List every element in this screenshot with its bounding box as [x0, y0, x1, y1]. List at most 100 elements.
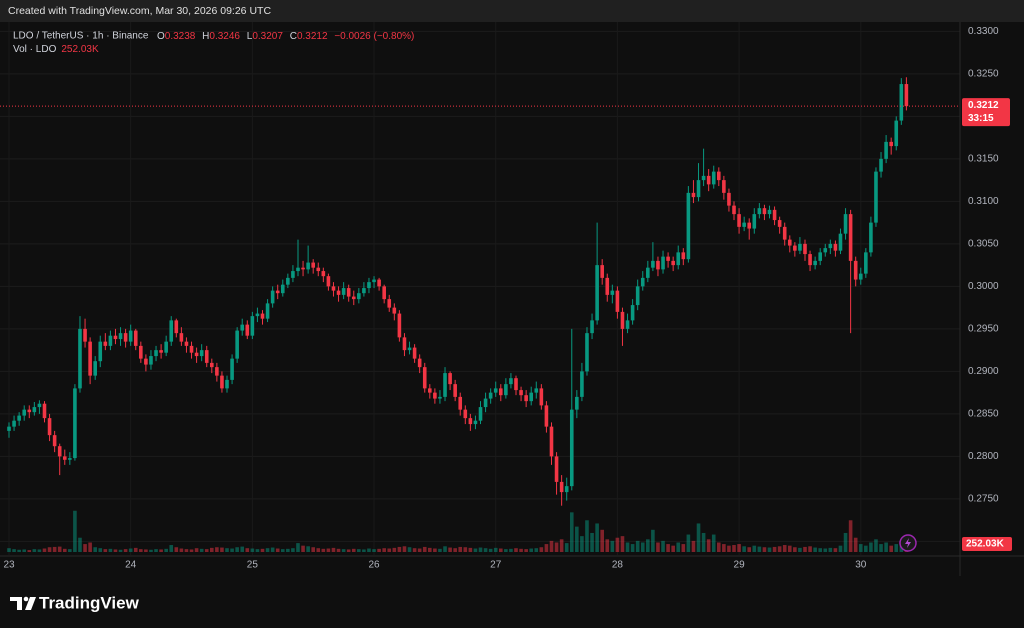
- candle-body: [473, 420, 478, 425]
- candle-body: [595, 265, 599, 321]
- volume-bar: [798, 547, 802, 552]
- candle-body: [600, 265, 604, 278]
- candle-body: [422, 367, 427, 389]
- volume-bar: [686, 534, 691, 552]
- volume-bar: [144, 549, 148, 552]
- candle-body: [818, 252, 822, 261]
- candle-body: [681, 252, 686, 260]
- volume-bar: [68, 549, 72, 552]
- candle-body: [387, 299, 392, 308]
- candle-body: [696, 180, 701, 198]
- volume-bar: [651, 529, 655, 552]
- candle-body: [235, 330, 239, 359]
- volume-bar: [149, 549, 153, 552]
- candle-body: [504, 384, 508, 396]
- candle-body: [889, 141, 893, 147]
- candle-body: [717, 171, 721, 181]
- volume-bar: [169, 545, 174, 552]
- candle-body: [448, 373, 452, 385]
- ohlc-value: 0.3212: [297, 31, 328, 42]
- volume-bar: [139, 549, 143, 552]
- volume-bar: [630, 544, 635, 552]
- candle-body: [620, 311, 625, 329]
- volume-bar: [270, 547, 275, 552]
- candle-body: [154, 350, 158, 357]
- candle-body: [311, 262, 315, 268]
- volume-bar: [57, 546, 62, 552]
- candle-body: [458, 396, 463, 410]
- candle-body: [904, 84, 909, 107]
- volume-bar: [357, 549, 361, 552]
- volume-bar: [204, 549, 209, 552]
- scroll-button[interactable]: [899, 534, 917, 552]
- volume-bar: [301, 545, 305, 552]
- volume-bar: [534, 548, 539, 552]
- candle-body: [78, 328, 82, 389]
- candle-body: [326, 276, 331, 287]
- candle-body: [722, 180, 726, 193]
- candle-body: [864, 252, 868, 274]
- volume-bar: [711, 534, 716, 552]
- candle-body: [275, 290, 280, 294]
- candle-body: [250, 316, 255, 336]
- volume-bar: [610, 540, 615, 552]
- volume-bar: [47, 547, 52, 552]
- candle-body: [346, 288, 351, 297]
- x-tick-label: 25: [247, 560, 259, 571]
- candle-body: [580, 371, 584, 397]
- volume-bar: [382, 548, 386, 552]
- volume-bar: [316, 548, 321, 552]
- candle-body: [884, 141, 888, 159]
- volume-bar: [286, 548, 290, 552]
- candle-body: [463, 409, 468, 419]
- candle-body: [732, 205, 736, 215]
- volume-bar: [833, 548, 838, 552]
- candle-body: [280, 284, 285, 294]
- candle-body: [737, 214, 741, 227]
- candle-body: [402, 337, 407, 351]
- volume-bar: [889, 545, 893, 552]
- volume-bar: [321, 548, 326, 552]
- volume-bar: [17, 549, 21, 552]
- volume-bar: [265, 548, 270, 552]
- candle-body: [184, 341, 189, 346]
- candle-body: [894, 120, 899, 147]
- candle-body: [230, 358, 234, 380]
- volume-bar: [62, 548, 67, 552]
- candle-body: [777, 220, 782, 227]
- candle-body: [260, 313, 265, 319]
- volume-bar: [803, 546, 807, 552]
- volume-bar: [235, 547, 239, 552]
- volume-bar: [7, 548, 11, 552]
- volume-bar: [296, 543, 300, 552]
- candle-body: [808, 254, 812, 266]
- volume-bar: [73, 510, 77, 552]
- volume-bar: [580, 536, 584, 552]
- volume-bar: [468, 547, 473, 552]
- candle-body: [493, 388, 498, 393]
- y-tick-label: 0.3250: [968, 68, 999, 79]
- volume-value: 252.03K: [61, 44, 99, 55]
- volume-bar: [88, 542, 92, 552]
- volume-bar: [793, 547, 797, 552]
- candle-body: [372, 279, 376, 283]
- candle-body: [640, 277, 645, 287]
- candle-body: [417, 358, 422, 368]
- volume-bar: [179, 548, 184, 552]
- volume-bar: [564, 543, 569, 552]
- candle-body: [899, 84, 904, 121]
- logo-text: TradingView: [39, 593, 140, 612]
- candle-body: [139, 345, 143, 359]
- candle-body: [149, 356, 153, 365]
- candle-body: [291, 271, 295, 278]
- logo-dot: [23, 596, 29, 602]
- candle-body: [301, 267, 305, 270]
- candle-body: [189, 345, 194, 353]
- candle-body: [711, 171, 716, 185]
- volume-bar: [722, 544, 726, 552]
- candle-body: [853, 260, 858, 280]
- volume-bar: [326, 548, 331, 552]
- candle-body: [635, 286, 640, 306]
- y-tick-label: 0.3150: [968, 154, 999, 165]
- candle-body: [615, 290, 620, 312]
